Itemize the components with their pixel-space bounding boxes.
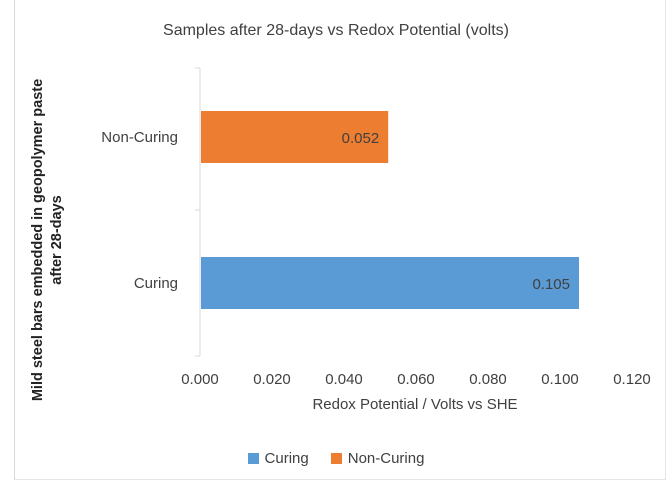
- x-tick-label: 0.060: [397, 371, 435, 388]
- legend-swatch-curing: [247, 453, 259, 464]
- x-tick-label: 0.040: [325, 371, 363, 388]
- legend-item-curing: Curing: [247, 450, 309, 467]
- legend-item-non-curing: Non-Curing: [330, 450, 425, 467]
- bar-curing: [201, 257, 579, 309]
- category-label: Curing: [134, 275, 178, 292]
- chart-frame: [14, 0, 666, 480]
- y-axis-label-box: Mild steel bars embedded in geopolymer p…: [18, 75, 78, 405]
- data-label-curing: 0.105: [532, 276, 570, 293]
- x-tick-label: 0.080: [469, 371, 507, 388]
- category-label: Non-Curing: [101, 129, 178, 146]
- x-tick-label: 0.100: [541, 371, 579, 388]
- legend-label-non-curing: Non-Curing: [347, 450, 425, 467]
- data-label-non-curing: 0.052: [342, 130, 380, 147]
- legend: Curing Non-Curing: [0, 450, 672, 467]
- x-tick-label: 0.020: [253, 371, 291, 388]
- legend-label-curing: Curing: [264, 450, 309, 467]
- y-axis-label: Mild steel bars embedded in geopolymer p…: [30, 78, 65, 402]
- chart-title: Samples after 28-days vs Redox Potential…: [163, 22, 509, 39]
- bar-non-curing: [201, 111, 389, 163]
- x-tick-label: 0.120: [613, 371, 651, 388]
- legend-swatch-non-curing: [330, 453, 342, 464]
- x-axis-label: Redox Potential / Volts vs SHE: [312, 396, 518, 413]
- x-tick-label: 0.000: [181, 371, 219, 388]
